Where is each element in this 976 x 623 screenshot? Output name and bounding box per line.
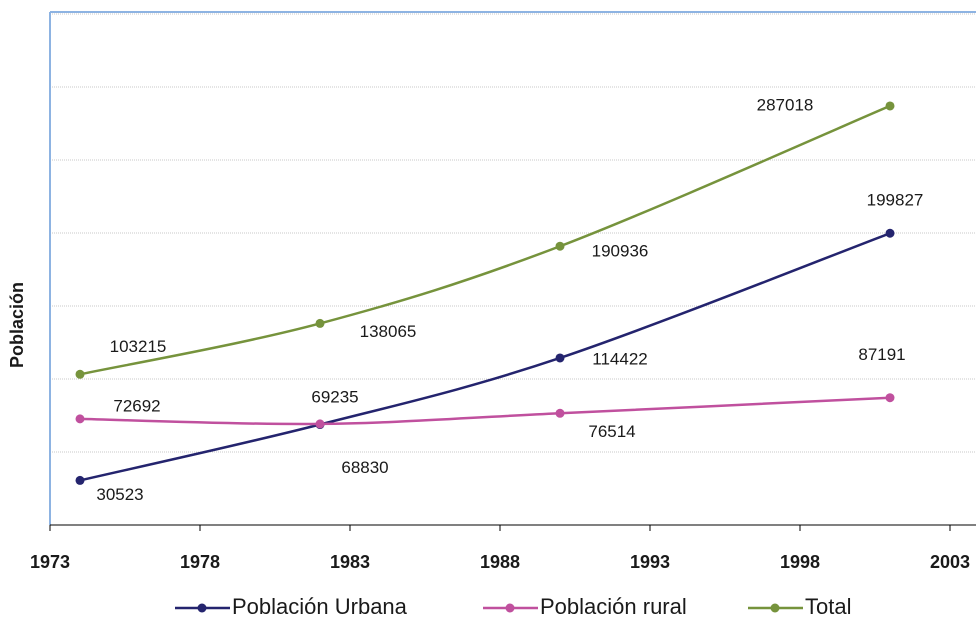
x-tick-label: 2003 [930, 552, 970, 572]
data-label: 199827 [867, 191, 924, 210]
data-point [315, 318, 325, 328]
x-tick-label: 1993 [630, 552, 670, 572]
x-tick-label: 1998 [780, 552, 820, 572]
legend-label: Población Urbana [232, 594, 408, 619]
data-label: 76514 [588, 422, 635, 441]
y-axis-label: Población [7, 282, 27, 368]
data-point [315, 419, 325, 429]
data-label: 87191 [858, 345, 905, 364]
legend-label: Población rural [540, 594, 687, 619]
legend-marker [770, 603, 780, 613]
data-label: 103215 [110, 337, 167, 356]
x-tick-label: 1988 [480, 552, 520, 572]
legend-marker [197, 603, 207, 613]
data-point [75, 475, 85, 485]
data-label: 68830 [341, 458, 388, 477]
data-point [75, 369, 85, 379]
data-label: 138065 [360, 322, 417, 341]
data-label: 72692 [113, 396, 160, 415]
x-tick-label: 1983 [330, 552, 370, 572]
data-point [555, 353, 565, 363]
series-line [79, 396, 891, 426]
data-point [555, 408, 565, 418]
x-tick-label: 1973 [30, 552, 70, 572]
legend-marker [505, 603, 515, 613]
data-point [75, 414, 85, 424]
data-point [555, 241, 565, 251]
data-label: 69235 [311, 387, 358, 406]
data-label: 30523 [96, 485, 143, 504]
data-label: 287018 [757, 95, 814, 114]
data-label: 114422 [592, 349, 647, 368]
data-point [885, 393, 895, 403]
series-line [79, 104, 891, 376]
data-point [885, 101, 895, 111]
x-tick-label: 1978 [180, 552, 220, 572]
series-line [79, 232, 891, 482]
data-point [885, 228, 895, 238]
data-label: 190936 [592, 242, 649, 261]
legend-label: Total [805, 594, 851, 619]
